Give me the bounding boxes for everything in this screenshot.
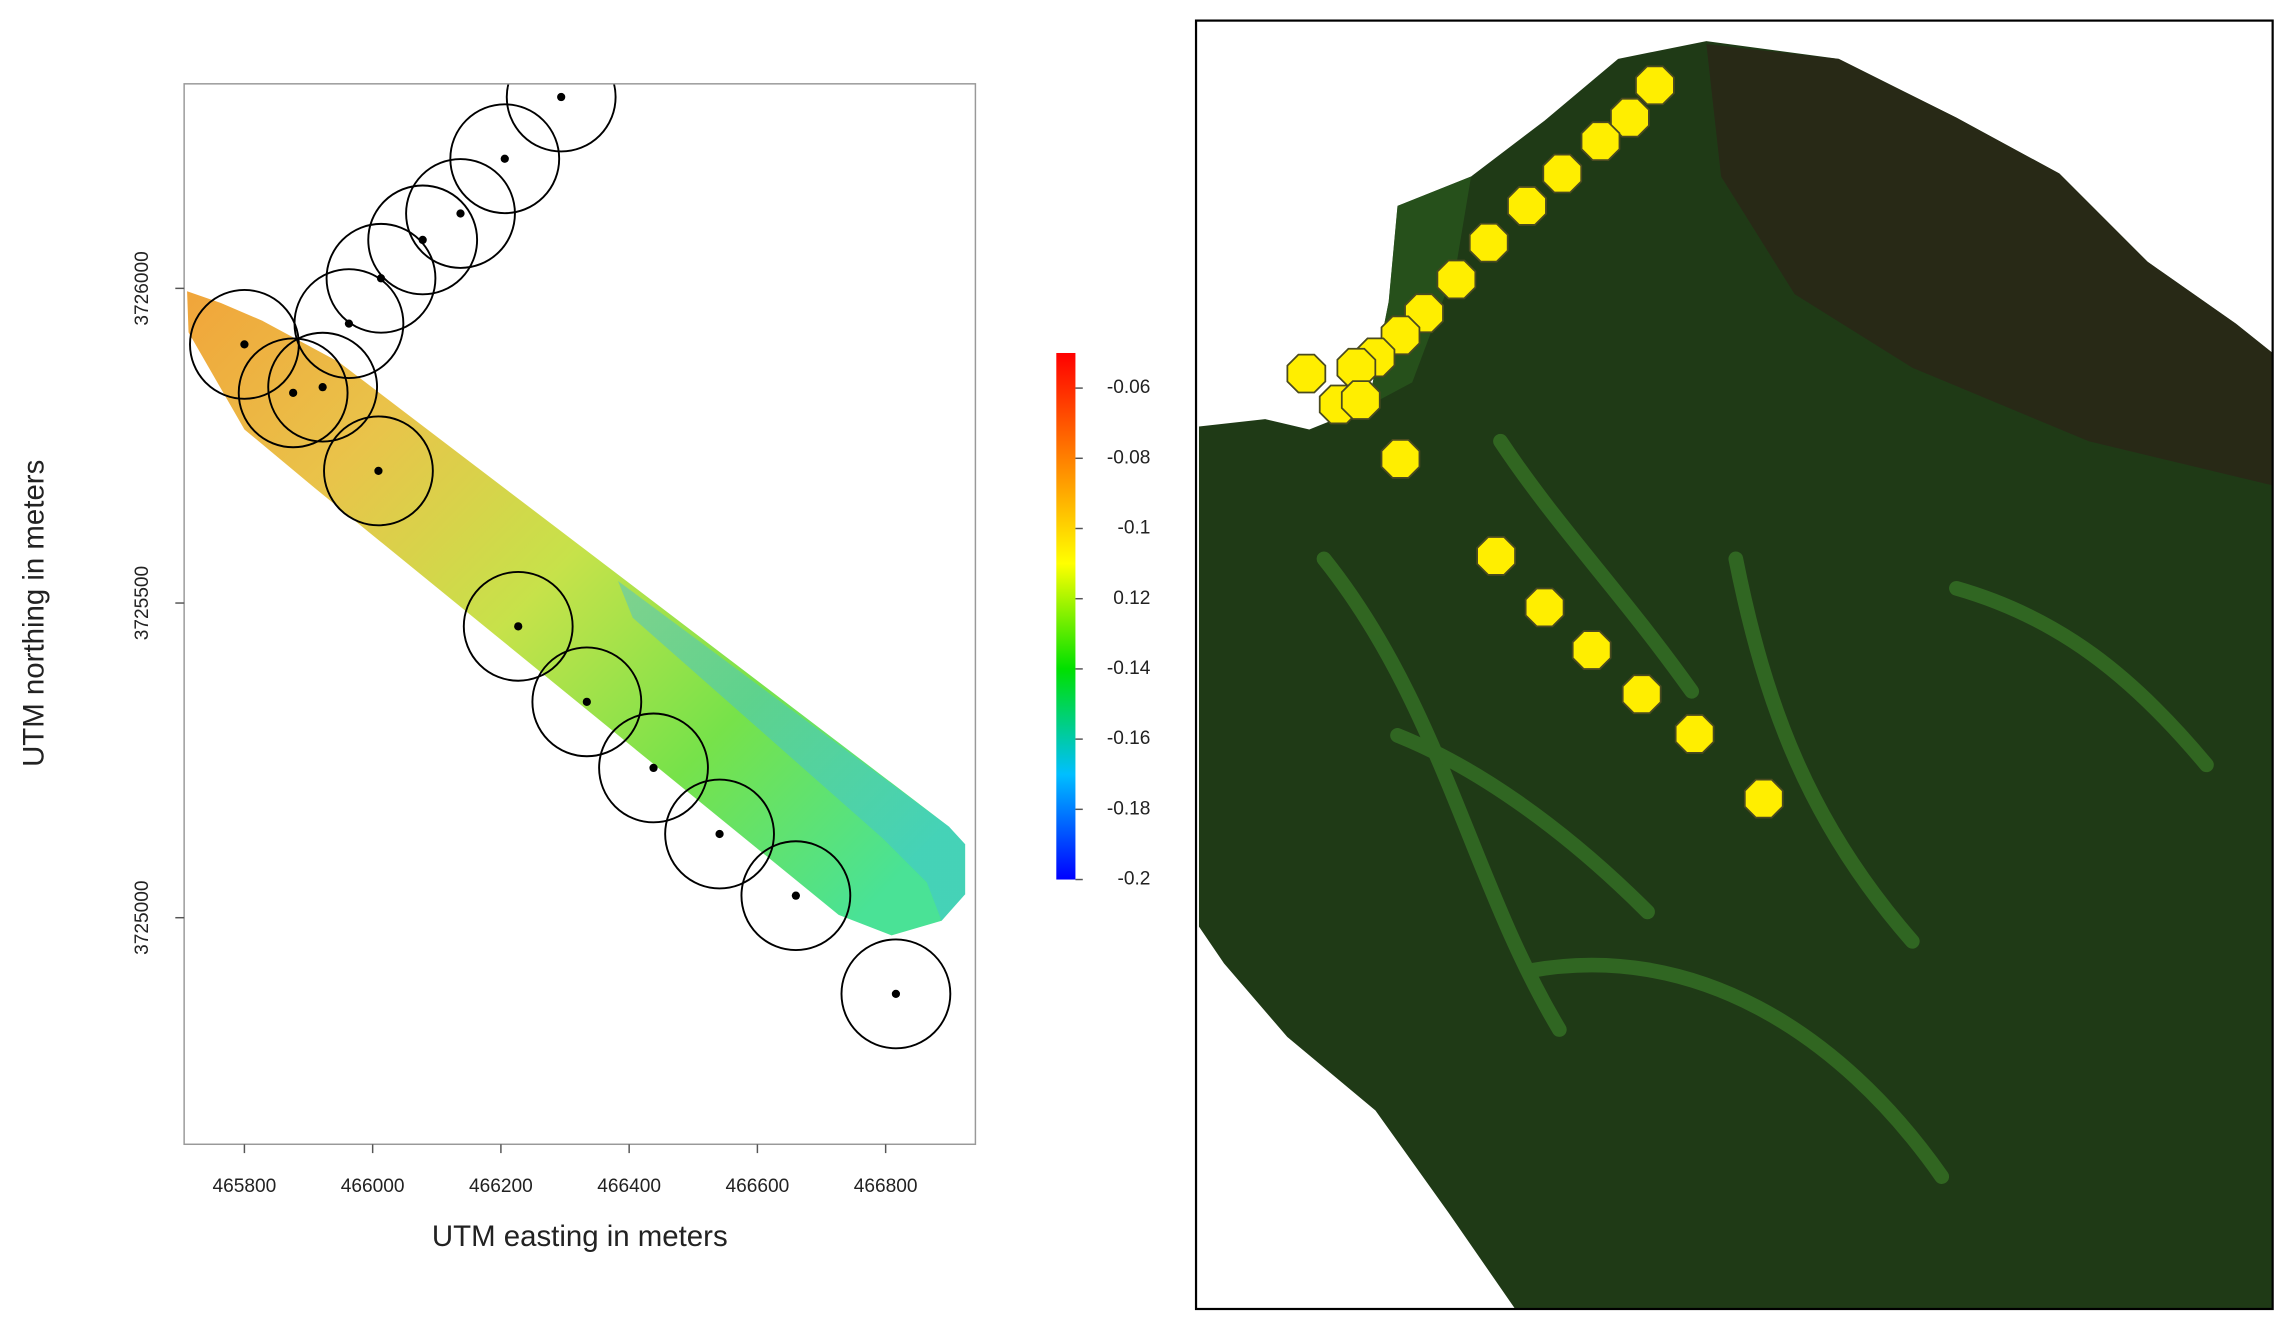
lidar-swath — [187, 291, 966, 936]
image-marker — [1340, 380, 1381, 420]
point — [791, 891, 800, 900]
x-axis-label: UTM easting in meters — [432, 1220, 728, 1253]
point — [500, 154, 509, 163]
buffer-circle — [449, 103, 561, 215]
buffer-circle — [505, 83, 617, 153]
colorbar-tick-label: -0.2 — [1118, 869, 1151, 890]
buffer-circle — [840, 938, 952, 1050]
x-tick-label: 466200 — [469, 1176, 533, 1197]
point — [456, 209, 465, 218]
point — [240, 340, 249, 349]
image-marker — [1621, 674, 1662, 715]
lidar-swath-edge — [618, 580, 966, 921]
buffer-circle — [405, 158, 516, 269]
image-marker — [1436, 259, 1477, 300]
point — [582, 697, 591, 706]
x-tick-label: 466000 — [341, 1176, 405, 1197]
buffer-circle — [462, 570, 574, 682]
buffer-circle — [323, 415, 434, 527]
buffer-circle — [531, 646, 643, 758]
plot-frame — [183, 83, 977, 1146]
satellite-image — [1194, 19, 2274, 1311]
image-marker — [1674, 714, 1715, 754]
image-marker — [1380, 439, 1421, 479]
colorbar-tick-label: -0.16 — [1107, 728, 1151, 749]
colorbar-tick-label: -0.14 — [1107, 658, 1151, 679]
buffer-circle — [237, 337, 349, 449]
y-tick-label: 3725500 — [132, 566, 153, 640]
buffer-circle — [598, 712, 709, 824]
image-marker — [1610, 97, 1650, 138]
point — [891, 989, 901, 998]
image-marker — [1580, 121, 1621, 162]
y-tick-label: 3725000 — [132, 881, 153, 955]
point — [374, 466, 383, 475]
point — [418, 235, 427, 245]
image-marker — [1286, 353, 1327, 394]
colorbar-tick-label: -0.08 — [1107, 447, 1151, 468]
colorbar-tick-label: 0.12 — [1113, 588, 1150, 609]
buffer-circle — [367, 184, 479, 296]
image-marker — [1507, 186, 1547, 226]
image-marker — [1635, 65, 1675, 106]
y-tick-label: 3726000 — [132, 251, 153, 325]
x-tick-label: 465800 — [213, 1176, 277, 1197]
buffer-circle — [325, 222, 437, 334]
point — [289, 388, 298, 397]
point — [514, 622, 523, 631]
x-tick-label: 466800 — [854, 1176, 918, 1197]
colorbar — [1056, 352, 1076, 880]
point — [715, 829, 724, 839]
colorbar-tick-label: -0.18 — [1107, 798, 1151, 819]
buffer-circle — [267, 331, 379, 443]
buffer-circle — [740, 840, 852, 952]
image-marker — [1476, 536, 1516, 576]
x-tick-label: 466400 — [597, 1176, 661, 1197]
colorbar-tick-label: -0.06 — [1107, 377, 1151, 398]
image-marker — [1571, 630, 1612, 670]
image-marker — [1743, 778, 1784, 819]
buffer-circle — [664, 778, 775, 890]
plot-area — [187, 83, 966, 1050]
image-marker — [1468, 222, 1509, 263]
y-axis-label: UTM northing in meters — [17, 460, 50, 767]
point — [557, 92, 566, 102]
image-marker — [1542, 153, 1583, 194]
colorbar-tick-label: -0.1 — [1118, 518, 1151, 539]
image-marker — [1524, 587, 1565, 628]
point — [649, 763, 658, 773]
buffer-circle — [293, 268, 405, 379]
point — [318, 383, 327, 392]
x-tick-label: 466600 — [726, 1176, 790, 1197]
